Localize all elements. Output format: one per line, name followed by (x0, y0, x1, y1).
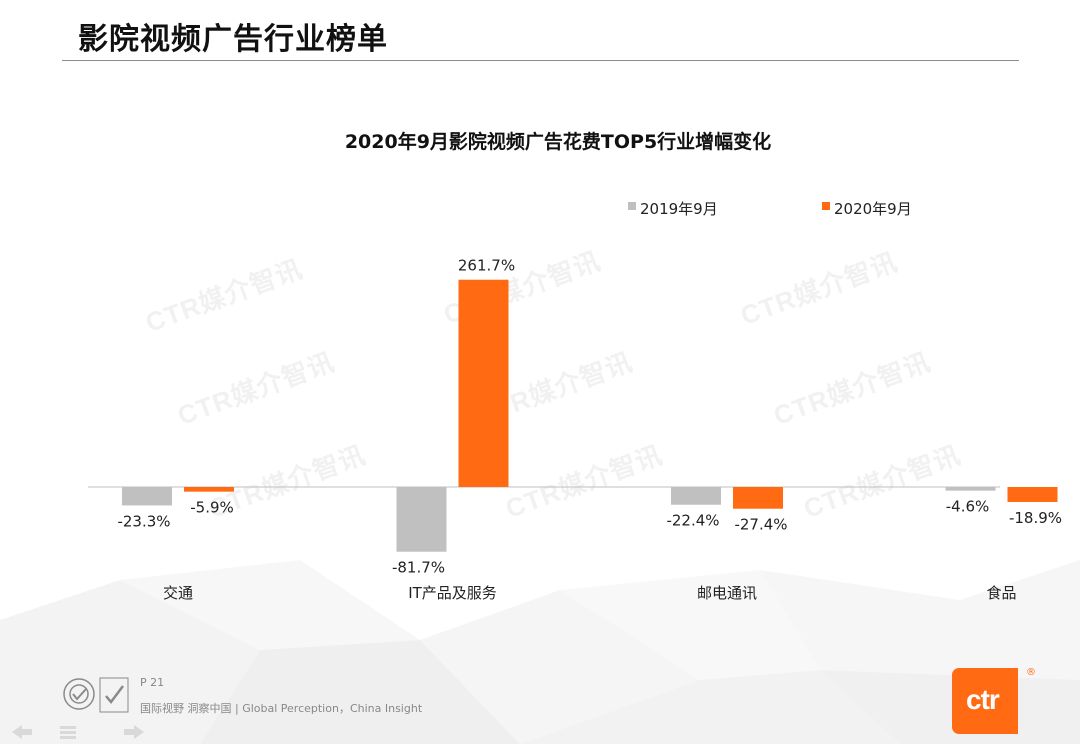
title-divider (62, 60, 1019, 61)
legend-swatch-2019 (628, 202, 636, 210)
data-label-2020-2: -27.4% (734, 516, 787, 534)
legend-label-2020: 2020年9月 (834, 200, 912, 218)
legend: 2019年9月 2020年9月 (628, 200, 912, 218)
slide-title: 影院视频广告行业榜单 (78, 22, 388, 57)
category-label-3: 食品 (986, 584, 1016, 602)
ctr-logo-text: ctr (966, 684, 1000, 715)
bar-2019-0 (122, 487, 172, 506)
certification-logos (63, 677, 129, 713)
ctr-logo: ctr (952, 668, 1018, 734)
bar-2019-1 (396, 487, 447, 552)
value-labels: -23.3% -5.9% -81.7% 261.7% -22.4% -27.4% -4.6%… (117, 257, 1062, 577)
bar-2020-3 (1007, 487, 1058, 502)
menu-icon[interactable] (60, 726, 76, 739)
category-label-2: 邮电通讯 (697, 584, 757, 602)
bars (122, 279, 1058, 552)
next-arrow-icon[interactable] (124, 725, 144, 739)
bar-2020-0 (184, 487, 234, 492)
footer-tagline: 国际视野 洞察中国 | Global Perception，China Insi… (140, 702, 423, 715)
chart-title: 2020年9月影院视频广告花费TOP5行业增幅变化 (345, 130, 771, 153)
category-labels: 交通IT产品及服务邮电通讯食品化妆品/浴室用品 (163, 584, 1017, 602)
data-label-2020-3: -18.9% (1009, 509, 1062, 527)
bar-2020-1 (458, 279, 509, 487)
legend-swatch-2020 (822, 202, 830, 210)
bar-2019-3 (945, 487, 996, 491)
data-label-2020-0: -5.9% (190, 499, 234, 517)
previous-arrow-icon[interactable] (12, 725, 32, 739)
bar-2019-2 (671, 487, 721, 505)
slide-navigation[interactable] (8, 722, 148, 742)
registered-mark-icon: ® (1026, 667, 1036, 678)
data-label-2019-0: -23.3% (117, 512, 170, 530)
bar-2020-2 (733, 487, 783, 509)
data-label-2019-2: -22.4% (666, 512, 719, 530)
category-label-1: IT产品及服务 (408, 584, 497, 602)
page-number: P 21 (140, 676, 165, 689)
data-label-2020-1: 261.7% (458, 257, 515, 275)
data-label-2019-3: -4.6% (946, 498, 990, 516)
legend-label-2019: 2019年9月 (640, 200, 718, 218)
data-label-2019-1: -81.7% (392, 559, 445, 577)
category-label-0: 交通 (163, 584, 193, 602)
